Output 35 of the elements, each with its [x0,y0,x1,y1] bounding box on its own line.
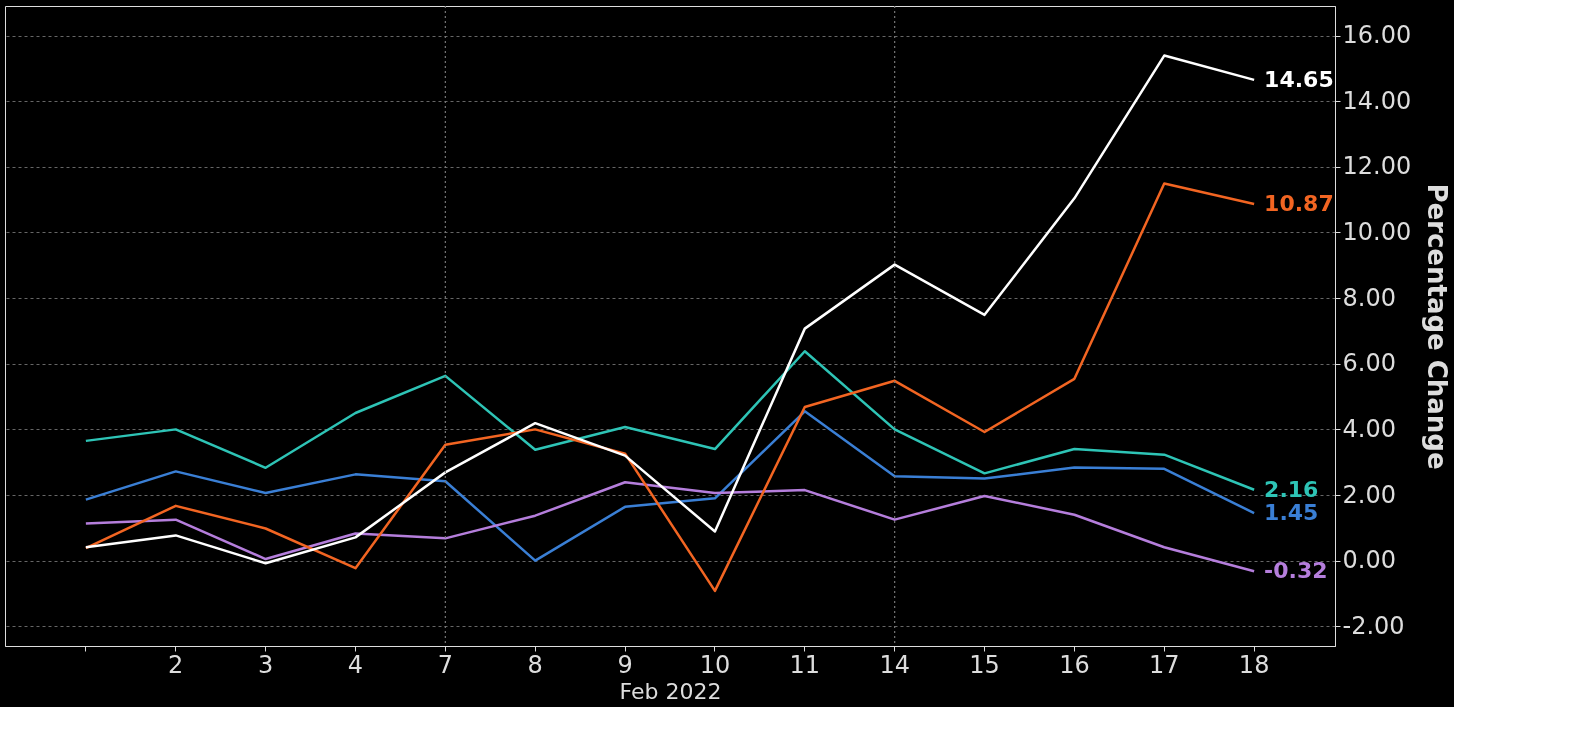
x-tick-label: 15 [969,650,1000,679]
y-tick-label: 16.00 [1342,21,1412,50]
y-tick-label: 12.00 [1342,152,1412,181]
y-tick-label: 6.00 [1342,349,1396,378]
line-series [84,480,1256,573]
x-tick-label: 4 [347,650,364,679]
x-tick-label: 17 [1148,650,1180,679]
x-tick-label: 10 [699,650,731,679]
y-tick-label: 10.00 [1342,217,1412,246]
x-tick-label: 7 [437,650,453,679]
x-tick-label: 3 [257,650,274,679]
x-tick-label: 11 [789,650,821,679]
x-tick-label: 16 [1059,650,1090,679]
line-series [84,182,1256,593]
data-label: 14.65 [1264,66,1334,92]
x-tick-label: 14 [879,650,910,679]
x-tick-label: 9 [617,650,633,679]
x-axis-title: Feb 2022 [619,678,722,704]
data-label: -0.32 [1264,558,1328,584]
y-tick-label: 0.00 [1342,546,1396,575]
data-label: 2.16 [1264,476,1319,502]
x-tick-label: 2 [168,650,184,679]
y-tick-label: 4.00 [1342,414,1396,443]
y-tick-label: 8.00 [1342,283,1396,312]
line-series [84,54,1256,565]
x-tick-label: 18 [1238,650,1270,679]
data-label: 10.87 [1264,190,1334,216]
y-tick-label: -2.00 [1342,611,1405,640]
y-tick-label: 14.00 [1342,86,1412,115]
y-tick-label: 2.00 [1342,480,1396,509]
data-label: 1.45 [1264,500,1319,526]
x-tick-label: 8 [527,650,543,679]
line-series [84,410,1256,562]
line-series [84,350,1256,492]
y-axis-title: Percentage Change [1422,183,1453,470]
